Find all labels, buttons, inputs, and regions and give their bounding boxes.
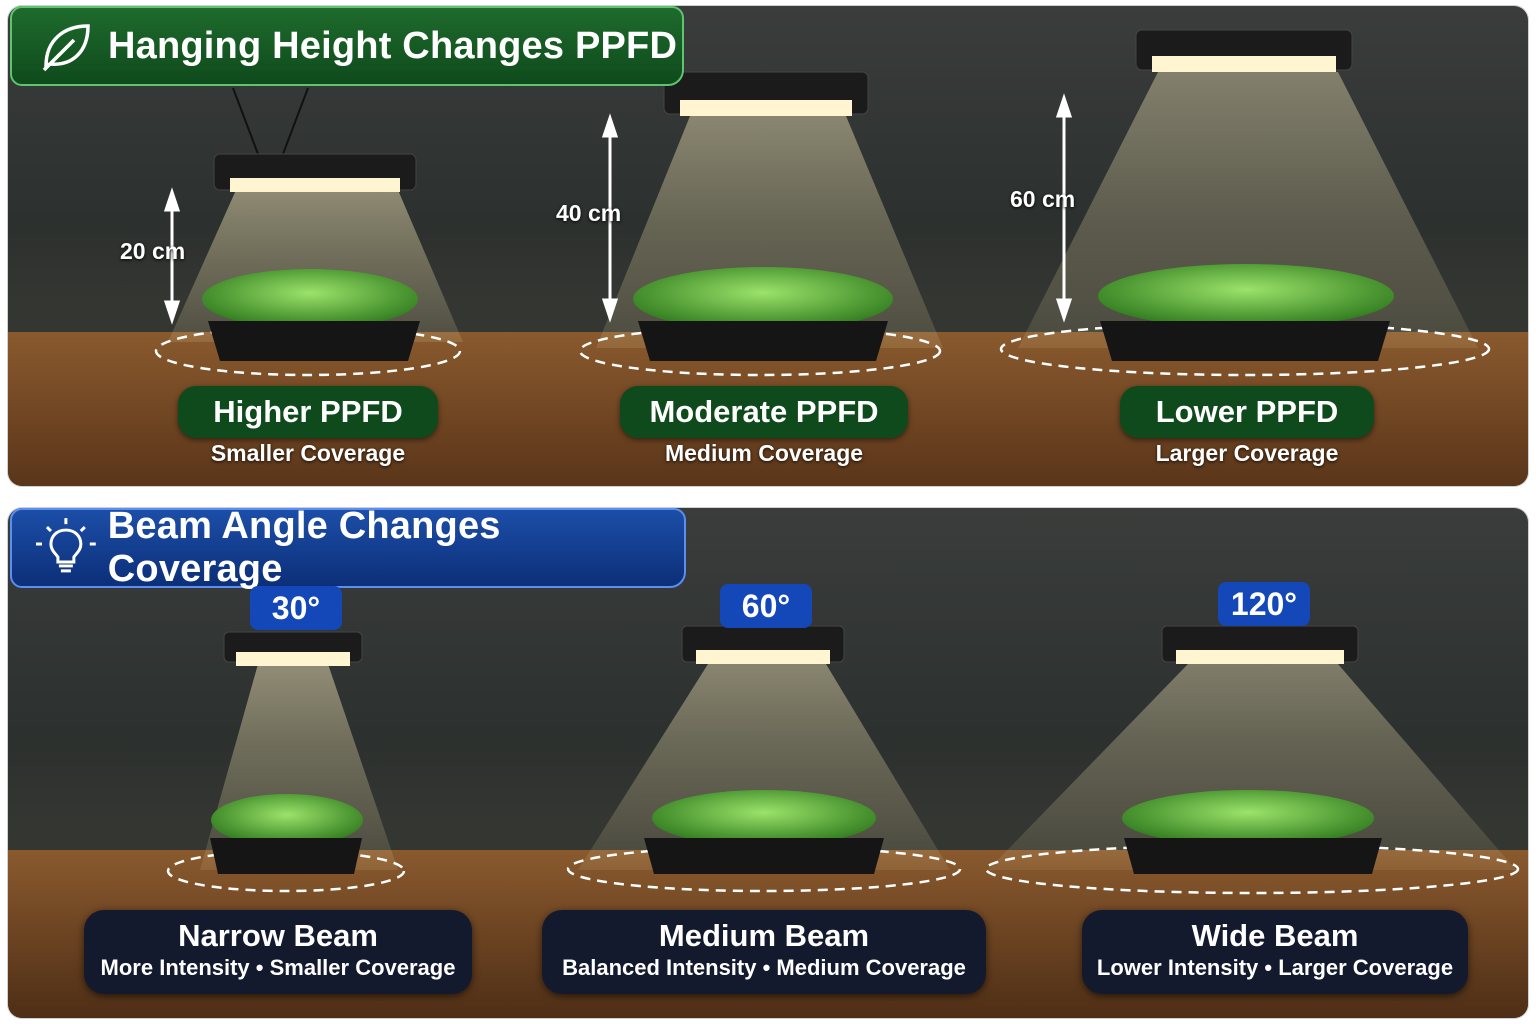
hanging-height-panel: Hanging Height Changes PPFD 20 cm 40 cm … <box>8 6 1528 486</box>
plant-tray-wide <box>984 790 1520 895</box>
beam-card-medium: Medium Beam Balanced Intensity • Medium … <box>542 910 986 994</box>
beam-angle-panel: Beam Angle Changes Coverage 30° 60° 120°… <box>8 508 1528 1018</box>
leaf-icon <box>42 24 90 72</box>
plant-tray-1 <box>154 269 462 377</box>
coverage-label-larger: Larger Coverage <box>1155 440 1339 466</box>
beam-card-subtitle: More Intensity • Smaller Coverage <box>100 955 456 980</box>
beam-card-title: Medium Beam <box>658 918 870 953</box>
section-title-hanging-height: Hanging Height Changes PPFD <box>10 6 684 86</box>
ppfd-badge-moderate: Moderate PPFD <box>620 386 908 438</box>
beam-card-subtitle: Balanced Intensity • Medium Coverage <box>562 955 966 980</box>
beam-card-narrow: Narrow Beam More Intensity • Smaller Cov… <box>84 910 472 994</box>
coverage-label-medium: Medium Coverage <box>664 440 864 466</box>
plant-tray-medium <box>566 790 962 893</box>
height-label-40cm: 40 cm <box>556 200 622 226</box>
height-label-60cm: 60 cm <box>1010 186 1076 212</box>
beam-card-subtitle: Lower Intensity • Larger Coverage <box>1096 955 1454 980</box>
beam-card-title: Wide Beam <box>1191 918 1359 953</box>
angle-badge-120: 120° <box>1218 582 1310 626</box>
beam-card-title: Narrow Beam <box>178 918 378 953</box>
ppfd-badge-higher: Higher PPFD <box>178 386 438 438</box>
plant-tray-2 <box>578 267 942 377</box>
plant-tray-3 <box>999 264 1491 377</box>
coverage-label-smaller: Smaller Coverage <box>210 440 406 466</box>
plant-tray-narrow <box>166 794 406 893</box>
ppfd-badge-lower: Lower PPFD <box>1120 386 1374 438</box>
height-label-20cm: 20 cm <box>120 238 186 264</box>
angle-badge-30: 30° <box>250 586 342 630</box>
grow-light-wide <box>988 625 1516 870</box>
section-title-text: Hanging Height Changes PPFD <box>108 24 678 67</box>
hanging-height-scene <box>8 29 1528 486</box>
section-title-beam-angle: Beam Angle Changes Coverage <box>10 508 686 590</box>
lightbulb-icon <box>35 518 96 573</box>
beam-card-wide: Wide Beam Lower Intensity • Larger Cover… <box>1082 910 1468 994</box>
angle-badge-60: 60° <box>720 584 812 628</box>
height-arrows <box>163 93 1073 325</box>
section-title-text: Beam Angle Changes Coverage <box>107 508 501 590</box>
